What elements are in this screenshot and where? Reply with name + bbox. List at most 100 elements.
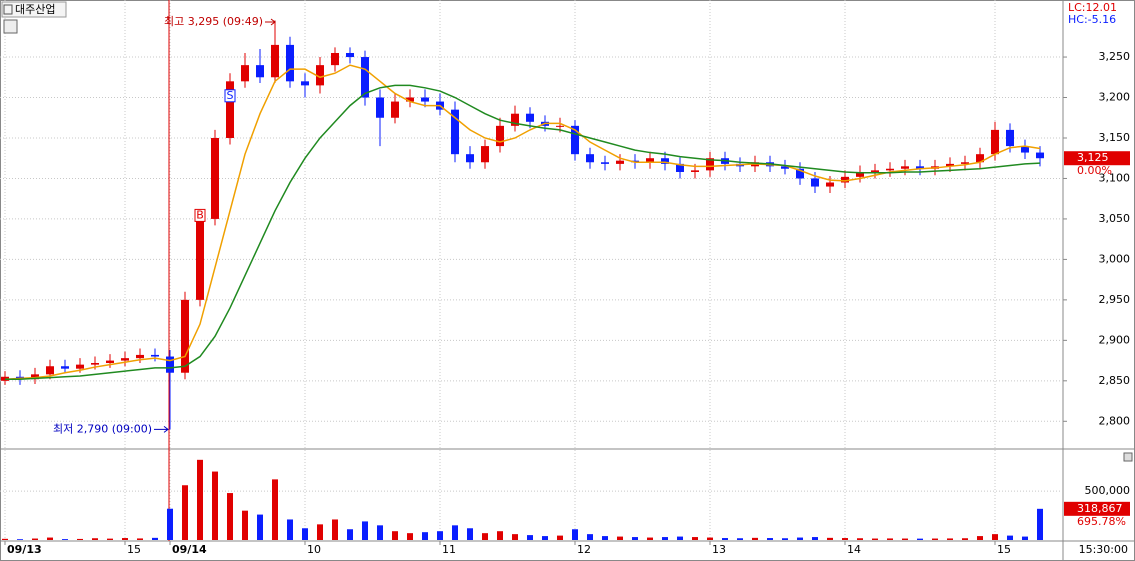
candle-body xyxy=(496,125,504,147)
volume-bar xyxy=(977,536,983,540)
volume-bar xyxy=(62,539,68,540)
volume-bar xyxy=(452,525,458,540)
volume-bar xyxy=(917,538,923,540)
volume-bar xyxy=(2,538,8,540)
volume-bar xyxy=(887,538,893,540)
volume-bar xyxy=(512,534,518,540)
candle-body xyxy=(1021,146,1029,153)
volume-bar xyxy=(242,510,248,540)
volume-bar xyxy=(212,471,218,540)
grid-icon[interactable] xyxy=(3,19,18,34)
y-tick-label: 2,900 xyxy=(1099,333,1131,346)
volume-bar xyxy=(1037,508,1043,540)
candle-body xyxy=(91,363,99,365)
candle-body xyxy=(376,97,384,118)
candle-body xyxy=(76,364,84,369)
volume-bar xyxy=(317,524,323,540)
volume-bar xyxy=(692,537,698,540)
pane-button[interactable] xyxy=(1123,452,1133,462)
y-tick-label: 2,800 xyxy=(1099,414,1131,427)
volume-bar xyxy=(47,537,53,540)
volume-bar xyxy=(17,539,23,540)
volume-bar xyxy=(527,535,533,540)
y-tick-label: 3,100 xyxy=(1099,171,1131,184)
candle-body xyxy=(916,166,924,169)
volume-bar xyxy=(737,538,743,540)
last-price-label: 3,125 xyxy=(1077,151,1109,164)
x-tick-label: 15 xyxy=(997,543,1011,556)
candle-body xyxy=(466,154,474,163)
last-volume-ratio: 695.78% xyxy=(1077,515,1126,528)
candle-body xyxy=(406,97,414,102)
candle-body xyxy=(706,158,714,171)
candle-body xyxy=(451,109,459,155)
candle-body xyxy=(391,101,399,118)
volume-bar xyxy=(767,538,773,540)
candle-body xyxy=(196,218,204,300)
volume-bar xyxy=(362,521,368,540)
candle-body xyxy=(841,176,849,183)
y-tick-label: 2,950 xyxy=(1099,293,1131,306)
low-annotation: 최저 2,790 (09:00) xyxy=(53,422,152,435)
volume-bar xyxy=(377,525,383,540)
hc-label: HC:-5.16 xyxy=(1068,13,1116,26)
candle-body xyxy=(106,360,114,364)
buy-signal: B xyxy=(196,208,204,221)
volume-bar xyxy=(587,534,593,540)
candle-body xyxy=(226,81,234,138)
last-volume-label: 318,867 xyxy=(1077,502,1123,515)
candle-body xyxy=(256,65,264,78)
volume-bar xyxy=(662,537,668,540)
chart-title: 대주산업 xyxy=(15,3,55,16)
plot xyxy=(0,0,1062,541)
candle-body xyxy=(271,44,279,78)
last-volume-box xyxy=(1064,501,1130,516)
volume-bar xyxy=(272,479,278,540)
candle-body xyxy=(826,182,834,187)
y-tick-label: 3,150 xyxy=(1099,131,1131,144)
candle-body xyxy=(511,113,519,126)
candle-body xyxy=(301,81,309,86)
candle-body xyxy=(181,299,189,373)
candle-body xyxy=(946,163,954,167)
moving-average xyxy=(4,64,1041,380)
high-arrow xyxy=(265,18,276,26)
volume-bar xyxy=(122,538,128,540)
candle-body xyxy=(586,154,594,163)
volume-bar xyxy=(92,538,98,540)
time-label: 15:30:00 xyxy=(1079,543,1128,556)
candle-body xyxy=(316,65,324,86)
volume-bar xyxy=(467,528,473,540)
volume-bar xyxy=(302,528,308,540)
volume-bar xyxy=(647,537,653,540)
x-tick-label: 15 xyxy=(127,543,141,556)
candle-body xyxy=(871,170,879,172)
volume-bar xyxy=(677,536,683,540)
volume-bar xyxy=(857,538,863,540)
candle-body xyxy=(991,129,999,155)
volume-bar xyxy=(137,538,143,540)
sell-signal: S xyxy=(227,89,234,102)
candle-body xyxy=(46,366,54,375)
volume-bar xyxy=(257,514,263,540)
candle-body xyxy=(676,163,684,172)
volume-bar xyxy=(497,531,503,540)
high-annotation: 최고 3,295 (09:49) xyxy=(164,15,263,28)
menu-icon[interactable] xyxy=(3,4,13,15)
volume-bar xyxy=(632,537,638,540)
title-box xyxy=(1,1,67,18)
candle-body xyxy=(61,366,69,369)
volume-bar xyxy=(617,536,623,540)
candle-body xyxy=(691,170,699,172)
volume-bar xyxy=(32,538,38,540)
volume-bar xyxy=(557,535,563,540)
candle-body xyxy=(31,374,39,380)
candle-body xyxy=(856,171,864,177)
candle-body xyxy=(601,162,609,164)
volume-bar xyxy=(992,534,998,540)
volume-bar xyxy=(842,538,848,540)
candle-body xyxy=(961,162,969,164)
volume-bar xyxy=(797,537,803,540)
candle-body xyxy=(1006,129,1014,147)
volume-bar xyxy=(77,538,83,540)
